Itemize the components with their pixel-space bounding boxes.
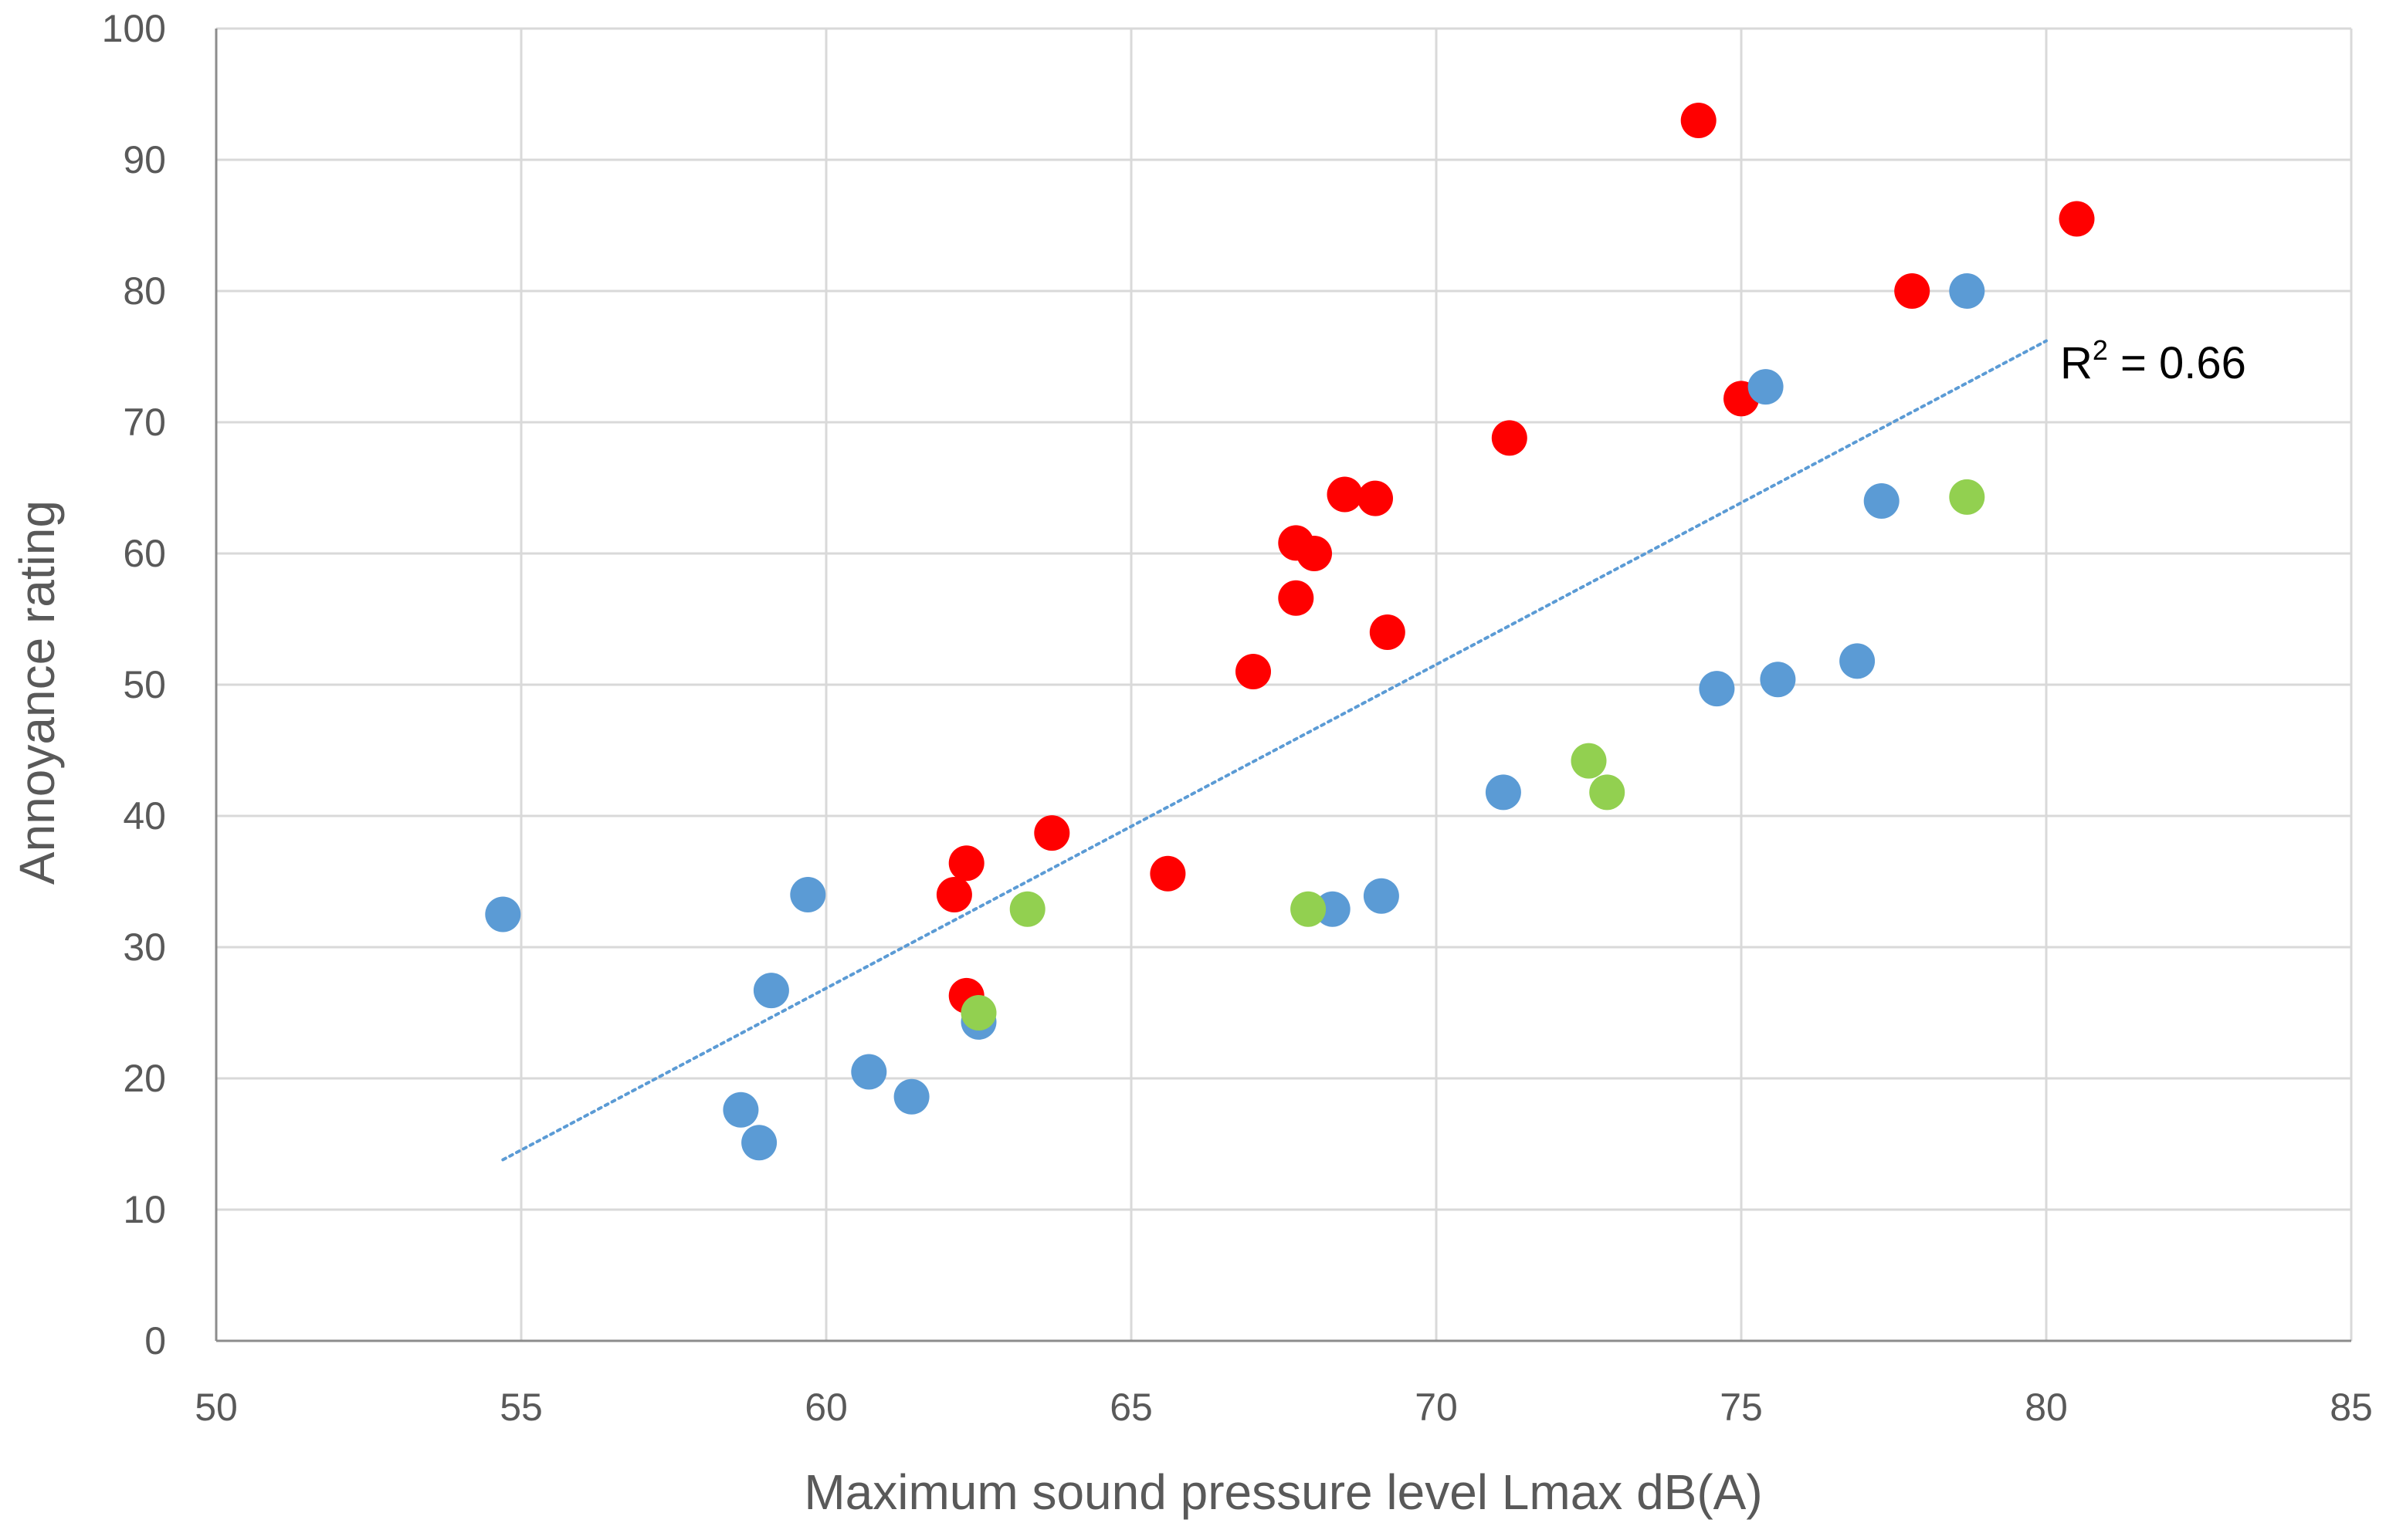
- r-squared-annotation: R2 = 0.66: [2060, 334, 2246, 388]
- data-point: [2059, 201, 2095, 237]
- data-point: [1235, 654, 1271, 689]
- data-point: [790, 877, 826, 912]
- data-point: [936, 877, 972, 912]
- x-tick-label: 50: [195, 1386, 238, 1429]
- r-squared-value: = 0.66: [2108, 338, 2246, 388]
- x-tick-label: 65: [1110, 1386, 1153, 1429]
- data-point: [1839, 643, 1876, 679]
- data-point: [1949, 273, 1985, 309]
- data-point: [1485, 774, 1521, 811]
- data-point: [753, 973, 789, 1009]
- r-squared-superscript: 2: [2093, 334, 2108, 366]
- data-point: [1150, 855, 1186, 892]
- data-point: [1327, 476, 1363, 513]
- tick-labels: 0 10 20 30 40 50 60 70 80 90 100 50 55 60 65 70 75 80 85: [102, 7, 2373, 1429]
- y-axis-title: Annoyance rating: [9, 500, 65, 885]
- y-tick-label: 90: [123, 138, 166, 181]
- data-point: [741, 1125, 778, 1161]
- data-point: [1699, 671, 1735, 707]
- data-point: [1760, 662, 1796, 698]
- data-point: [1034, 815, 1070, 851]
- data-point: [1314, 891, 1351, 927]
- data-point: [1369, 614, 1405, 650]
- data-point: [723, 1092, 759, 1128]
- trendline-layer: [501, 339, 2048, 1162]
- y-tick-label: 60: [123, 532, 166, 575]
- x-axis-title: Maximum sound pressure level Lmax dB(A): [804, 1464, 1762, 1520]
- data-point: [1357, 480, 1393, 516]
- y-tick-label: 10: [123, 1188, 166, 1231]
- series-blue: [485, 273, 1985, 1161]
- series-red: [936, 103, 2095, 1014]
- x-tick-label: 60: [805, 1386, 848, 1429]
- data-point: [1290, 891, 1327, 927]
- x-tick-label: 80: [2025, 1386, 2068, 1429]
- y-tick-label: 50: [123, 663, 166, 706]
- data-point: [1949, 479, 1985, 515]
- r-squared-base: R: [2060, 338, 2093, 388]
- data-point: [1363, 878, 1399, 914]
- axes: [215, 29, 2351, 1342]
- data-point: [893, 1078, 930, 1115]
- data-point: [961, 995, 997, 1031]
- data-point: [1009, 891, 1046, 927]
- data-point: [1894, 273, 1930, 309]
- y-tick-label: 70: [123, 401, 166, 444]
- data-point: [1863, 483, 1900, 519]
- data-point: [1571, 743, 1607, 779]
- x-tick-label: 70: [1415, 1386, 1458, 1429]
- y-tick-label: 0: [144, 1319, 166, 1362]
- y-tick-label: 80: [123, 269, 166, 313]
- x-tick-label: 85: [2330, 1386, 2373, 1429]
- y-tick-label: 20: [123, 1057, 166, 1100]
- x-tick-label: 75: [1720, 1386, 1763, 1429]
- data-point: [1491, 420, 1527, 456]
- x-tick-label: 55: [500, 1386, 543, 1429]
- data-point: [1680, 103, 1717, 138]
- trendline: [501, 339, 2048, 1162]
- y-tick-label: 30: [123, 926, 166, 969]
- data-point: [948, 845, 985, 882]
- data-point: [485, 896, 521, 932]
- y-tick-label: 100: [102, 7, 166, 50]
- y-tick-label: 40: [123, 794, 166, 838]
- series-green: [961, 479, 1985, 1031]
- data-point: [1747, 369, 1784, 405]
- data-points: [485, 103, 2095, 1161]
- data-point: [1278, 580, 1314, 616]
- data-point: [1296, 536, 1332, 571]
- data-point: [1589, 774, 1625, 811]
- data-point: [851, 1054, 887, 1090]
